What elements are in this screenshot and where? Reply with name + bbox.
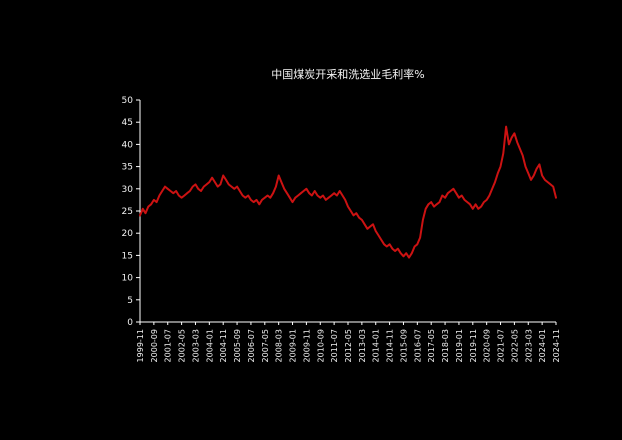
x-tick-label: 2013-03 bbox=[358, 329, 367, 362]
y-tick-label: 40 bbox=[122, 140, 134, 150]
x-tick-label: 2014-11 bbox=[386, 329, 395, 362]
x-tick-label: 2005-09 bbox=[233, 329, 242, 362]
x-tick-label: 2009-01 bbox=[289, 329, 298, 362]
x-tick-label: 1999-11 bbox=[136, 329, 145, 362]
y-tick-label: 50 bbox=[122, 96, 134, 106]
x-tick-label: 2003-03 bbox=[191, 329, 200, 362]
x-tick-label: 2004-01 bbox=[205, 329, 214, 362]
x-tick-label: 2014-01 bbox=[372, 329, 381, 362]
x-tick-label: 2016-07 bbox=[413, 329, 422, 362]
x-tick-label: 2002-05 bbox=[178, 329, 187, 362]
y-tick-label: 30 bbox=[122, 185, 134, 195]
x-tick-label: 2008-03 bbox=[275, 329, 284, 362]
x-tick-label: 2004-11 bbox=[219, 329, 228, 362]
y-tick-label: 5 bbox=[127, 296, 133, 306]
y-tick-label: 10 bbox=[122, 274, 134, 284]
x-tick-label: 2009-11 bbox=[302, 329, 311, 362]
x-tick-label: 2000-09 bbox=[150, 329, 159, 362]
x-tick-label: 2012-05 bbox=[344, 329, 353, 362]
x-tick-label: 2019-01 bbox=[455, 329, 464, 362]
x-tick-label: 2022-05 bbox=[510, 329, 519, 362]
plot-area: 0 5 10 15 20 25 30 35 40 45 50 1999-11 2000-09 2001-0… bbox=[122, 96, 561, 362]
x-tick-label: 2015-09 bbox=[399, 329, 408, 362]
y-tick-label: 25 bbox=[122, 207, 133, 217]
y-tick-label: 45 bbox=[122, 118, 133, 128]
x-tick-label: 2024-11 bbox=[552, 329, 561, 362]
x-tick-label: 2021-07 bbox=[497, 329, 506, 362]
x-tick-label: 2020-09 bbox=[483, 329, 492, 362]
x-tick-label: 2018-03 bbox=[441, 329, 450, 362]
y-tick-label: 20 bbox=[122, 229, 134, 239]
y-tick-label: 35 bbox=[122, 163, 133, 173]
x-tick-label: 2010-09 bbox=[316, 329, 325, 362]
x-tick-label: 2023-03 bbox=[524, 329, 533, 362]
chart-title: 中国煤炭开采和洗选业毛利率% bbox=[271, 67, 424, 81]
series-line bbox=[139, 125, 557, 259]
x-tick-label: 2011-07 bbox=[330, 329, 339, 362]
x-tick-label: 2007-05 bbox=[261, 329, 270, 362]
x-tick-label: 2024-01 bbox=[538, 329, 547, 362]
x-tick-label: 2019-11 bbox=[469, 329, 478, 362]
x-tick-label: 2006-07 bbox=[247, 329, 256, 362]
y-tick-label: 15 bbox=[122, 251, 133, 261]
x-tick-label: 2017-05 bbox=[427, 329, 436, 362]
x-tick-label: 2001-07 bbox=[164, 329, 173, 362]
y-tick-label: 0 bbox=[127, 318, 133, 328]
